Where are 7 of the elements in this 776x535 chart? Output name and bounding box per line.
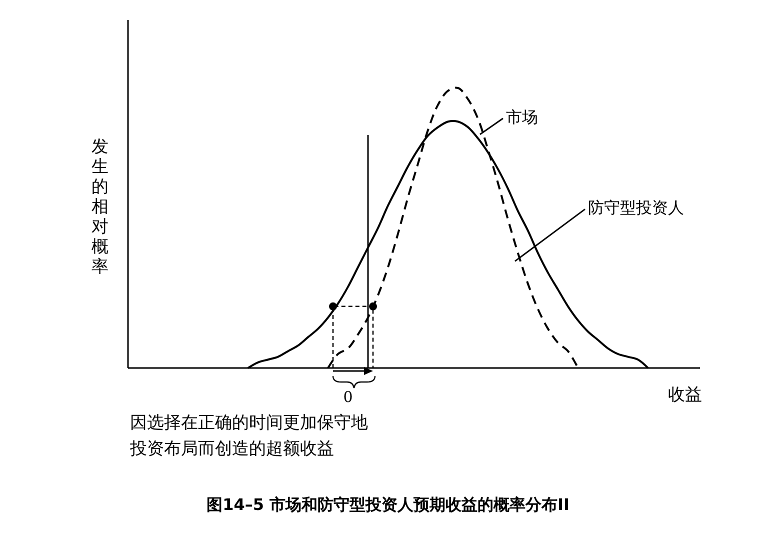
- text: 0: [343, 388, 353, 406]
- text: 图14–5 市场和防守型投资人预期收益的概率分布II: [206, 495, 570, 514]
- text: 防守型投资人: [588, 198, 684, 218]
- x-axis-title: 收益: [668, 385, 702, 405]
- y-axis-title: 发生的相对概率: [92, 137, 108, 277]
- text: 因选择在正确的时间更加保守地投资布局而创造的超额收益: [129, 413, 368, 459]
- legend-label: 市场: [506, 107, 538, 126]
